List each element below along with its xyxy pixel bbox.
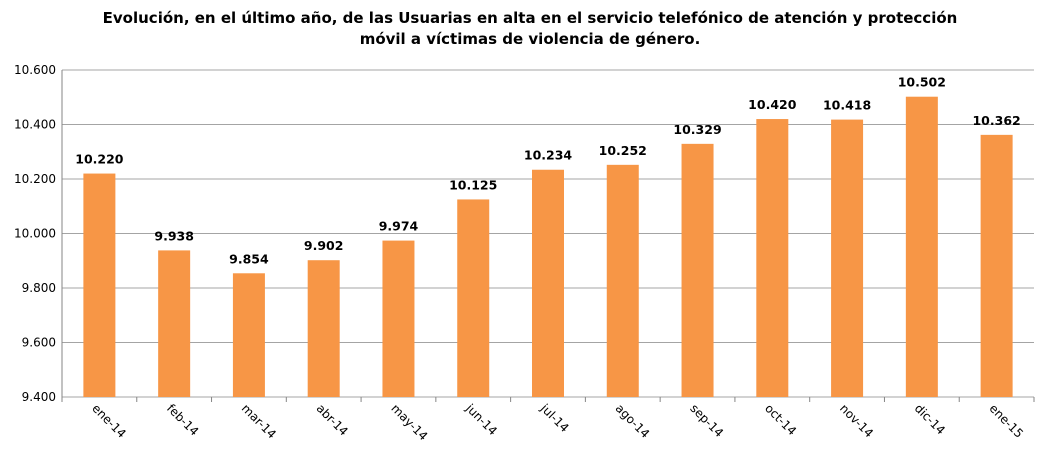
x-tick-label: may-14 xyxy=(388,401,430,443)
x-tick-label: ene-15 xyxy=(986,401,1026,441)
value-label: 10.420 xyxy=(748,97,797,112)
x-tick-label: sep-14 xyxy=(687,401,726,440)
x-tick-label: feb-14 xyxy=(164,401,201,438)
bar xyxy=(606,164,639,397)
x-tick-label: jun-14 xyxy=(462,401,500,439)
x-tick-label: dic-14 xyxy=(912,401,948,437)
y-tick-label: 10.600 xyxy=(14,63,56,77)
x-tick-label: ago-14 xyxy=(613,401,653,441)
x-tick-label: ene-14 xyxy=(89,401,129,441)
bar xyxy=(457,199,490,397)
x-tick-label: nov-14 xyxy=(837,401,876,440)
x-tick-label: jul-14 xyxy=(537,401,572,436)
value-label: 9.854 xyxy=(229,251,269,266)
value-label: 10.502 xyxy=(898,75,946,90)
value-label: 10.125 xyxy=(449,177,497,192)
value-label: 9.938 xyxy=(154,228,194,243)
bar xyxy=(382,240,415,397)
value-label: 10.220 xyxy=(75,152,124,167)
x-tick-label: oct-14 xyxy=(762,401,799,438)
y-tick-label: 10.000 xyxy=(14,227,56,241)
bar xyxy=(980,134,1013,398)
value-label: 9.974 xyxy=(379,219,419,234)
value-label: 10.362 xyxy=(972,113,1020,128)
bar xyxy=(158,250,191,397)
value-label: 10.234 xyxy=(524,148,573,163)
bar xyxy=(532,169,564,397)
y-tick-label: 10.200 xyxy=(14,172,56,186)
chart-title: Evolución, en el último año, de las Usua… xyxy=(102,9,958,48)
value-label: 9.902 xyxy=(304,238,344,253)
bar xyxy=(756,119,789,398)
value-label: 10.252 xyxy=(599,143,647,158)
bar xyxy=(905,96,938,397)
y-tick-label: 9.800 xyxy=(22,281,56,295)
x-tick-label: abr-14 xyxy=(314,401,351,438)
bar xyxy=(83,173,116,397)
value-label: 10.418 xyxy=(823,98,871,113)
bar xyxy=(232,273,265,397)
value-label: 10.329 xyxy=(673,122,721,137)
bar xyxy=(307,260,340,397)
y-tick-label: 10.400 xyxy=(14,118,56,132)
bar xyxy=(831,119,864,397)
y-tick-label: 9.400 xyxy=(22,390,56,404)
bar xyxy=(681,143,714,397)
y-tick-label: 9.600 xyxy=(22,336,56,350)
x-tick-label: mar-14 xyxy=(239,401,279,441)
